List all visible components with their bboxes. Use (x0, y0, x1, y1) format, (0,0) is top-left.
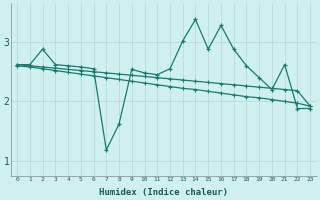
X-axis label: Humidex (Indice chaleur): Humidex (Indice chaleur) (99, 188, 228, 197)
